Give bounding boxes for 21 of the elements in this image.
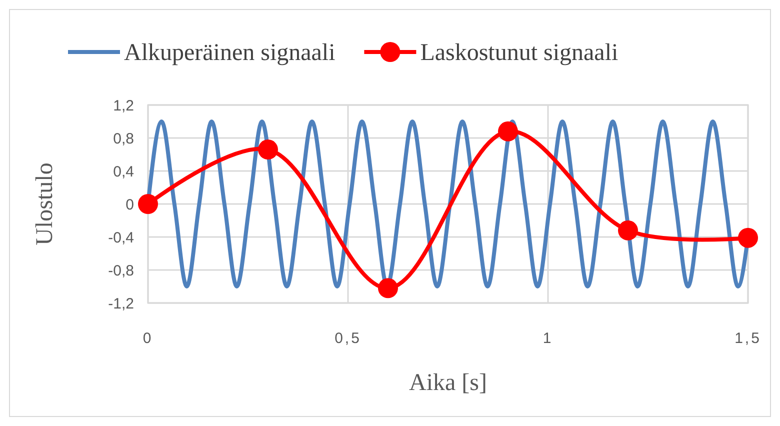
x-tick-label: 1 (542, 330, 554, 347)
x-tick-label: 1,5 (734, 330, 762, 347)
y-tick-label: 0,4 (113, 163, 134, 180)
x-axis-title: Aika [s] (409, 370, 487, 396)
y-tick-label: 0 (126, 196, 134, 214)
y-tick-label: -1,2 (108, 295, 134, 312)
legend-label: Laskostunut signaali (420, 40, 619, 66)
y-tick-label: -0,8 (108, 262, 134, 280)
point (378, 278, 398, 298)
point (618, 220, 638, 240)
point (498, 121, 518, 142)
y-axis-title: Ulostulo (32, 162, 58, 246)
x-tick-label: 0,5 (334, 330, 362, 347)
y-tick-label: 0,8 (113, 130, 134, 148)
point (738, 228, 758, 248)
x-tick-label: 0 (142, 330, 154, 347)
legend-label: Alkuperäinen signaali (124, 40, 336, 66)
y-tick-label: 1,2 (113, 97, 134, 114)
point (258, 140, 278, 160)
y-tick-label: -0,4 (108, 229, 134, 246)
point (138, 194, 158, 214)
